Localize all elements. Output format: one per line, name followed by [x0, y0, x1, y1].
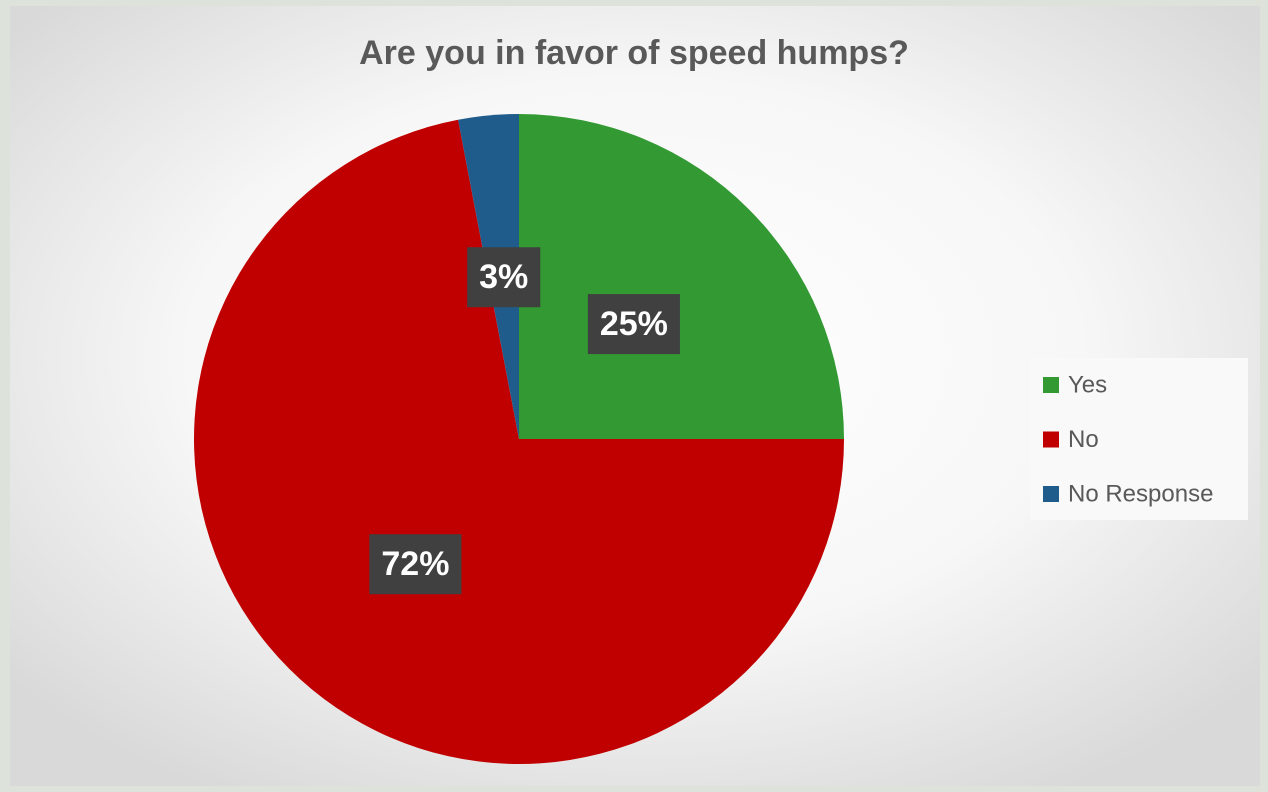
- legend-label: No Response: [1068, 480, 1213, 507]
- data-label: 72%: [381, 545, 449, 583]
- legend-swatch: [1043, 486, 1059, 502]
- legend-box: [1030, 358, 1248, 520]
- data-label-box: [369, 534, 462, 595]
- data-label: 25%: [600, 305, 668, 343]
- data-label-box: [467, 247, 541, 308]
- legend-label: No: [1068, 426, 1099, 453]
- pie-slice: [519, 114, 844, 439]
- legend-swatch: [1043, 431, 1059, 448]
- pie-slice: [193, 119, 844, 764]
- legend-swatch: [1043, 377, 1059, 393]
- data-label-box: [587, 294, 680, 355]
- chart-title: Are you in favor of speed humps?: [359, 34, 909, 72]
- legend-label: Yes: [1068, 371, 1107, 398]
- data-label: 3%: [479, 258, 528, 296]
